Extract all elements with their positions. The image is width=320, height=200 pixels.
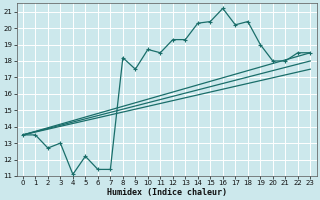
X-axis label: Humidex (Indice chaleur): Humidex (Indice chaleur) [107,188,227,197]
